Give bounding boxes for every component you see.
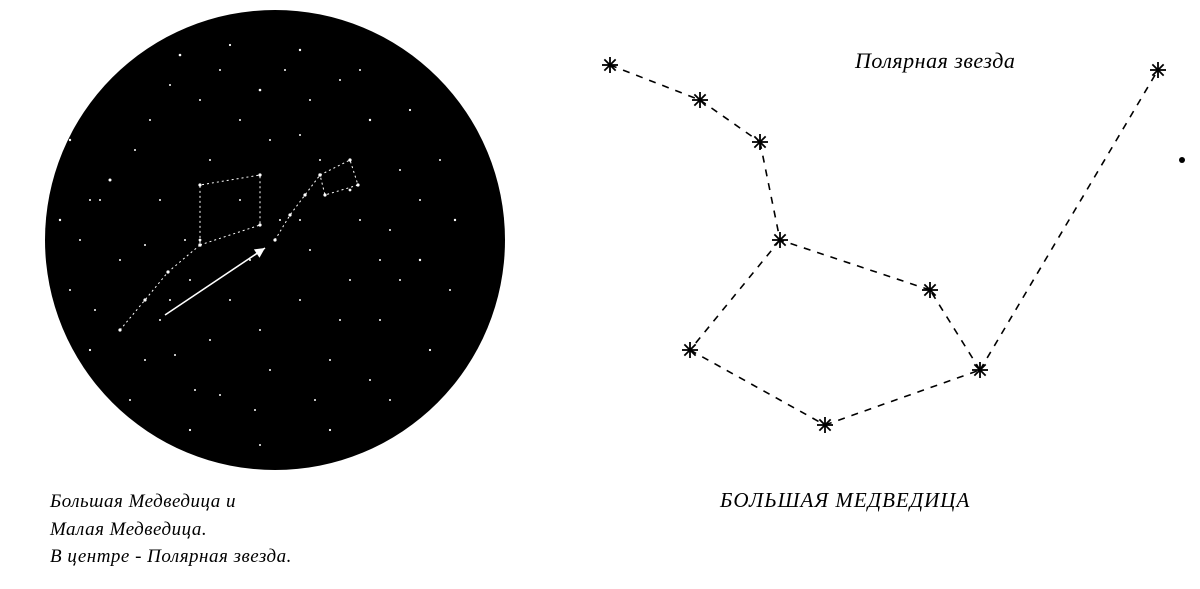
star-sky-circle <box>45 10 505 470</box>
caption-line-3: В центре - Полярная звезда. <box>50 543 292 571</box>
page-root: Большая Медведица и Малая Медведица. В ц… <box>0 0 1200 589</box>
caption-line-2: Малая Медведица. <box>50 516 292 544</box>
sky-caption: Большая Медведица и Малая Медведица. В ц… <box>50 488 292 571</box>
big-dipper-diagram <box>560 30 1200 480</box>
ursa-major-label: БОЛЬШАЯ МЕДВЕДИЦА <box>720 488 970 513</box>
caption-line-1: Большая Медведица и <box>50 488 292 516</box>
